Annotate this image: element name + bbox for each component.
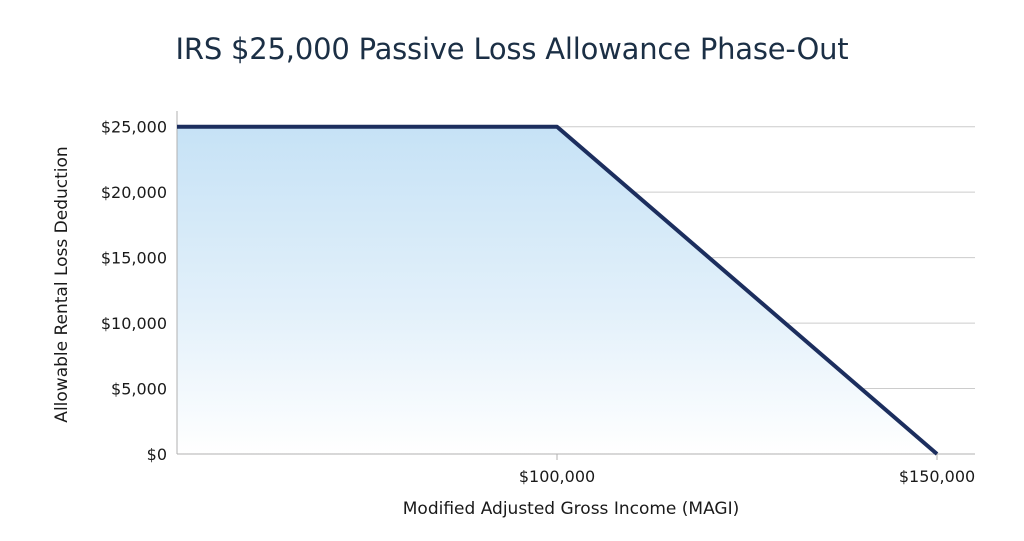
y-axis-label: Allowable Rental Loss Deduction <box>52 146 72 422</box>
x-tick-label: $150,000 <box>899 467 975 486</box>
y-tick-label: $5,000 <box>111 380 167 399</box>
y-tick-label: $10,000 <box>101 314 167 333</box>
y-tick-label: $20,000 <box>101 183 167 202</box>
x-axis-label: Modified Adjusted Gross Income (MAGI) <box>403 499 739 519</box>
y-tick-label: $15,000 <box>101 249 167 268</box>
y-tick-label: $0 <box>147 445 167 464</box>
series-line <box>177 124 939 456</box>
chart-title: IRS $25,000 Passive Loss Allowance Phase… <box>175 32 849 66</box>
x-tick-label: $100,000 <box>519 467 595 486</box>
y-tick-label: $25,000 <box>101 118 167 137</box>
area-fill <box>177 126 937 454</box>
